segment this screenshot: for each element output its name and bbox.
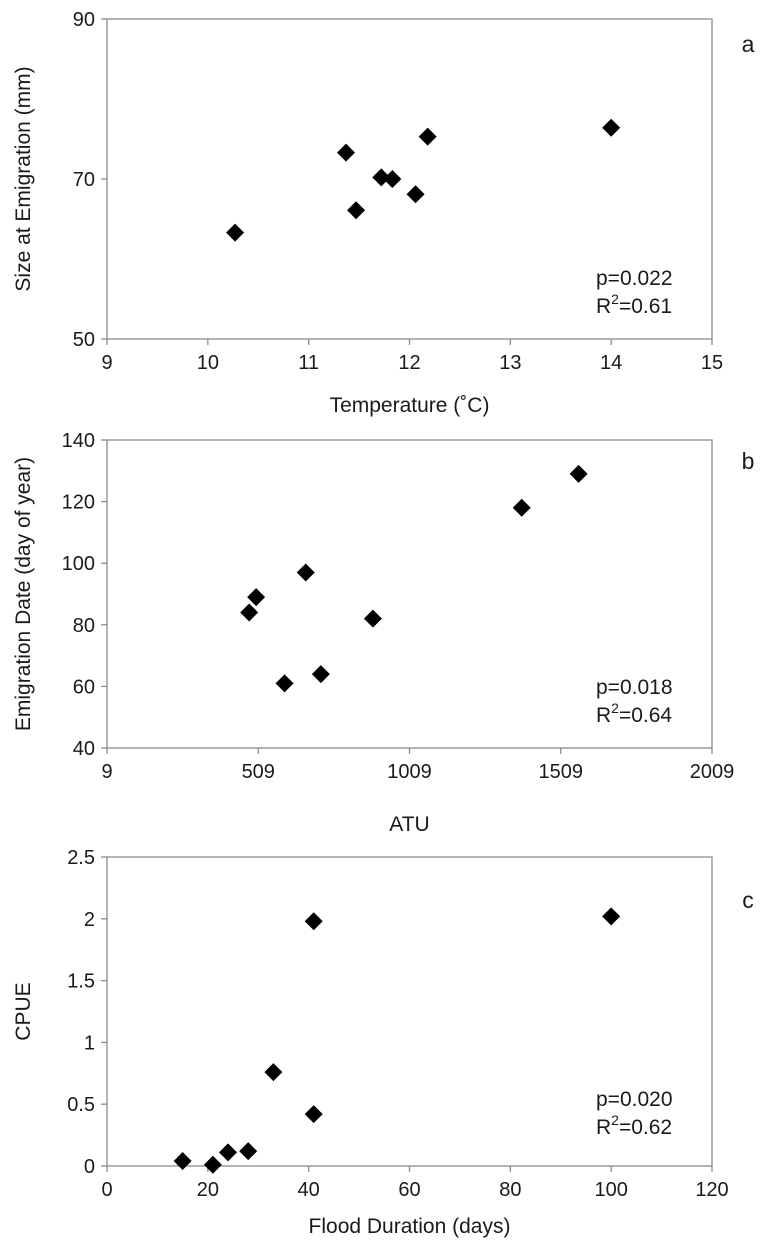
data-point <box>363 609 382 628</box>
data-point <box>383 170 402 188</box>
x-tick-label: 1009 <box>387 761 432 783</box>
x-tick-label: 13 <box>499 352 521 374</box>
data-point <box>240 603 259 622</box>
y-tick-label: 0.5 <box>67 1094 95 1116</box>
x-tick-label: 100 <box>594 1179 627 1201</box>
plot-frame <box>106 439 713 749</box>
panel-letter: c <box>742 887 754 913</box>
x-tick-label: 1509 <box>539 761 584 783</box>
y-tick-label: 1.5 <box>67 971 95 993</box>
y-tick-label: 60 <box>73 676 95 698</box>
r-squared-label: R2=0.62 <box>596 1112 672 1139</box>
x-tick-label: 0 <box>101 1179 112 1201</box>
data-point <box>219 1143 237 1162</box>
y-axis-title: Emigration Date (day of year) <box>12 457 35 731</box>
y-tick-label: 40 <box>73 738 95 760</box>
panel-letter: a <box>742 31 755 57</box>
p-value-label: p=0.022 <box>596 267 673 290</box>
data-point <box>304 1105 323 1124</box>
data-point <box>602 907 621 926</box>
x-tick-label: 9 <box>101 352 112 374</box>
x-tick-label: 12 <box>398 352 420 374</box>
data-point <box>173 1152 192 1171</box>
x-tick-label: 9 <box>101 761 112 783</box>
r-squared-value: =0.61 <box>619 295 672 318</box>
panel-a: 9 10 11 12 13 14 15 50 70 90 Temperature (˚C) Size … <box>12 9 755 417</box>
y-tick-label: 2.5 <box>67 847 95 869</box>
data-point <box>239 1142 258 1161</box>
x-tick-label: 509 <box>242 761 275 783</box>
p-value-label: p=0.020 <box>596 1088 673 1111</box>
x-axis-title: Flood Duration (days) <box>309 1215 511 1238</box>
y-tick-label: 80 <box>73 615 95 637</box>
panel-b: 9 509 1009 1509 2009 40 60 80 100 120 140 ATU Emigra… <box>12 430 754 836</box>
plot-frame <box>106 18 713 340</box>
x-tick-label: 60 <box>398 1179 420 1201</box>
r-squared-value: =0.62 <box>619 1116 672 1139</box>
y-tick-label: 70 <box>73 169 95 191</box>
y-tick-label: 2 <box>84 909 95 931</box>
data-point <box>264 1063 283 1082</box>
x-tick-label: 2009 <box>690 761 735 783</box>
x-tick-label: 40 <box>298 1179 320 1201</box>
x-tick-label: 15 <box>701 352 723 374</box>
y-tick-label: 90 <box>73 9 95 31</box>
y-axis-title: Size at Emigration (mm) <box>12 66 35 291</box>
y-tick-label: 140 <box>62 430 95 452</box>
data-point <box>372 168 391 187</box>
panel-c: 0 20 40 60 80 100 120 0 0.5 1 1.5 2 2.5 Flood Duratio… <box>12 847 754 1238</box>
data-point <box>406 185 425 204</box>
y-axis-title: CPUE <box>12 982 35 1040</box>
x-tick-label: 120 <box>695 1179 728 1201</box>
data-point <box>512 498 531 517</box>
data-point <box>347 201 366 220</box>
panel-letter: b <box>742 448 755 474</box>
x-axis-title: Temperature (˚C) <box>330 394 490 417</box>
y-tick-label: 100 <box>62 553 95 575</box>
data-point <box>311 665 330 684</box>
p-value-label: p=0.018 <box>596 676 673 699</box>
r-squared-prefix: R <box>596 704 611 727</box>
r-squared-prefix: R <box>596 1116 611 1139</box>
data-point <box>304 912 323 931</box>
r-squared-value: =0.64 <box>619 704 672 727</box>
r-squared-prefix: R <box>596 295 611 318</box>
y-tick-label: 120 <box>62 492 95 514</box>
data-point <box>247 588 266 607</box>
x-tick-label: 14 <box>600 352 622 374</box>
x-tick-label: 80 <box>499 1179 521 1201</box>
data-point <box>418 127 437 146</box>
data-point <box>569 464 588 483</box>
r-squared-superscript: 2 <box>611 291 619 307</box>
r-squared-superscript: 2 <box>611 700 619 716</box>
data-point <box>203 1155 222 1174</box>
data-point <box>336 143 355 162</box>
y-tick-label: 1 <box>84 1032 95 1054</box>
r-squared-superscript: 2 <box>611 1112 619 1128</box>
data-point <box>296 563 315 582</box>
r-squared-label: R2=0.61 <box>596 291 672 318</box>
data-point <box>275 674 294 693</box>
x-tick-label: 20 <box>197 1179 219 1201</box>
x-tick-label: 11 <box>298 352 319 374</box>
x-tick-label: 10 <box>197 352 219 374</box>
data-point <box>226 223 245 242</box>
data-point <box>602 118 621 137</box>
y-tick-label: 50 <box>73 329 95 351</box>
y-tick-label: 0 <box>84 1156 95 1178</box>
x-axis-title: ATU <box>389 813 429 836</box>
r-squared-label: R2=0.64 <box>596 700 672 727</box>
